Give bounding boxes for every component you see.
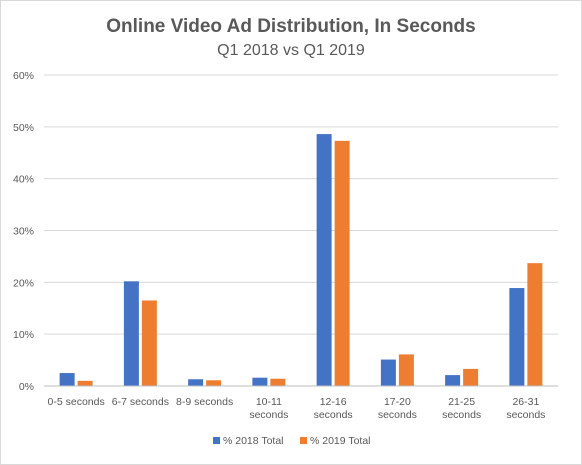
legend-swatch (213, 437, 220, 444)
x-category-label: 17-20 seconds (378, 396, 417, 421)
bar-2019 (527, 263, 543, 386)
bar-2018 (123, 281, 139, 386)
bar-2019 (334, 140, 350, 386)
x-category-label: 10-11 seconds (249, 396, 288, 421)
bar-2018 (445, 375, 461, 386)
bar-2019 (141, 300, 157, 386)
legend-label: % 2018 Total (223, 435, 284, 447)
bar-2019 (398, 354, 414, 386)
y-tick-label: 20% (13, 277, 34, 289)
legend-swatch (300, 437, 307, 444)
bar-2018 (316, 134, 332, 386)
gridlines (44, 74, 558, 335)
chart-title: Online Video Ad Distribution, In Seconds (106, 16, 475, 37)
bar-2019 (270, 378, 286, 386)
bars (59, 134, 543, 386)
y-tick-label: 0% (19, 381, 34, 393)
bar-2018 (188, 379, 204, 386)
x-category-label: 26-31 seconds (506, 396, 545, 421)
x-category-label: 0-5 seconds (48, 396, 105, 408)
x-axis-categories: 0-5 seconds 6-7 seconds 8-9 seconds 10-11 se… (48, 396, 546, 421)
chart-subtitle: Q1 2018 vs Q1 2019 (217, 42, 365, 59)
legend: % 2018 Total % 2019 Total (213, 435, 371, 447)
y-tick-label: 40% (13, 174, 34, 186)
y-tick-label: 30% (13, 226, 34, 238)
bar-2019 (77, 380, 93, 386)
bar-2018 (509, 288, 525, 386)
legend-label: % 2019 Total (310, 435, 371, 447)
bar-2018 (252, 377, 268, 386)
y-tick-label: 60% (13, 70, 34, 82)
x-category-label: 6-7 seconds (112, 396, 169, 408)
bar-2019 (206, 380, 222, 386)
y-tick-label: 10% (13, 329, 34, 341)
y-tick-label: 50% (13, 122, 34, 134)
x-category-label: 8-9 seconds (176, 396, 233, 408)
bar-2018 (380, 359, 396, 386)
x-category-label: 12-16 seconds (314, 396, 353, 421)
bar-2018 (59, 373, 75, 386)
bar-2019 (463, 368, 479, 386)
x-category-label: 21-25 seconds (442, 396, 481, 421)
y-axis-ticks: 0% 10% 20% 30% 40% 50% 60% (13, 70, 34, 393)
